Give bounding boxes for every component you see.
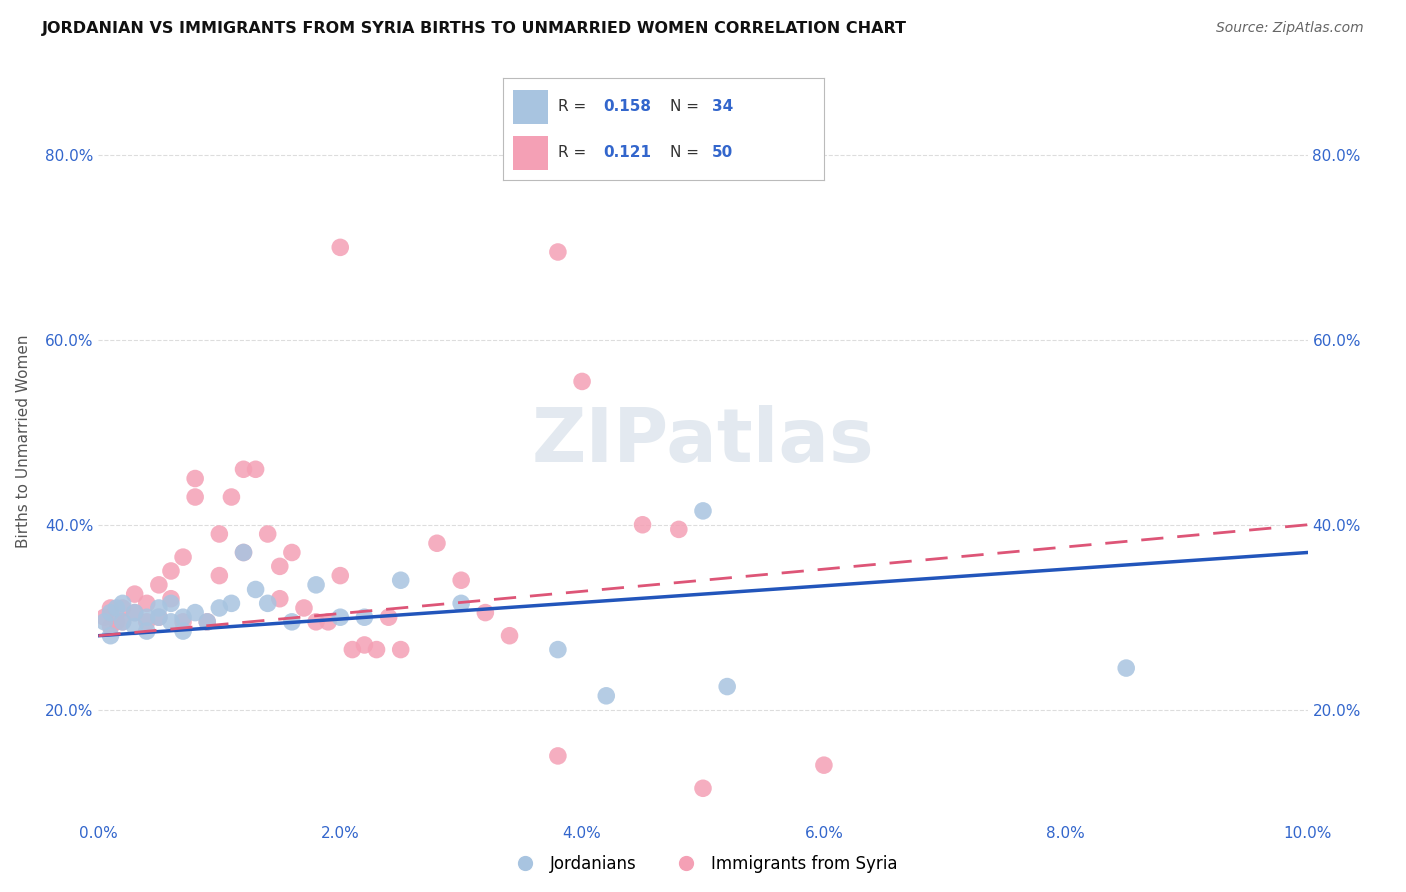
Point xyxy=(232,545,254,559)
Point xyxy=(172,615,194,629)
Point xyxy=(148,578,170,592)
Point xyxy=(148,610,170,624)
Point xyxy=(305,615,328,629)
Point xyxy=(426,536,449,550)
Point xyxy=(172,610,194,624)
Point xyxy=(353,638,375,652)
Point xyxy=(377,610,399,624)
Point xyxy=(135,610,157,624)
Point xyxy=(450,573,472,587)
Point xyxy=(292,601,315,615)
Point xyxy=(184,606,207,620)
Point xyxy=(256,596,278,610)
Point xyxy=(245,582,267,597)
Point xyxy=(221,596,243,610)
Text: JORDANIAN VS IMMIGRANTS FROM SYRIA BIRTHS TO UNMARRIED WOMEN CORRELATION CHART: JORDANIAN VS IMMIGRANTS FROM SYRIA BIRTH… xyxy=(42,21,907,36)
Point xyxy=(111,615,134,629)
Point xyxy=(100,606,122,620)
Point xyxy=(135,615,157,629)
Point xyxy=(547,642,569,657)
Point xyxy=(329,610,352,624)
Point xyxy=(195,615,218,629)
Point xyxy=(184,490,207,504)
Point xyxy=(100,601,122,615)
Point xyxy=(342,642,364,657)
Point xyxy=(366,642,388,657)
Point xyxy=(281,545,304,559)
Point xyxy=(232,462,254,476)
Point xyxy=(232,545,254,559)
Point xyxy=(148,610,170,624)
Point xyxy=(474,606,496,620)
Point xyxy=(124,606,146,620)
Point xyxy=(184,471,207,485)
Y-axis label: Births to Unmarried Women: Births to Unmarried Women xyxy=(17,334,31,549)
Point xyxy=(329,240,352,254)
Point xyxy=(450,596,472,610)
Point xyxy=(245,462,267,476)
Point xyxy=(160,591,183,606)
Point xyxy=(595,689,617,703)
Point xyxy=(160,564,183,578)
Point xyxy=(105,601,128,615)
Point xyxy=(389,642,412,657)
Point xyxy=(93,615,115,629)
Point xyxy=(256,527,278,541)
Point xyxy=(111,596,134,610)
Point xyxy=(389,573,412,587)
Point xyxy=(100,629,122,643)
Point xyxy=(124,587,146,601)
Point xyxy=(668,522,690,536)
Point xyxy=(269,559,291,574)
Point xyxy=(631,517,654,532)
Point xyxy=(208,568,231,582)
Point xyxy=(281,615,304,629)
Point xyxy=(353,610,375,624)
Point xyxy=(498,629,520,643)
Point xyxy=(813,758,835,772)
Legend: Jordanians, Immigrants from Syria: Jordanians, Immigrants from Syria xyxy=(502,848,904,880)
Point xyxy=(1115,661,1137,675)
Point xyxy=(716,680,738,694)
Point xyxy=(160,615,183,629)
Point xyxy=(208,601,231,615)
Point xyxy=(547,244,569,259)
Point xyxy=(148,601,170,615)
Text: Source: ZipAtlas.com: Source: ZipAtlas.com xyxy=(1216,21,1364,35)
Point xyxy=(221,490,243,504)
Point xyxy=(571,375,593,389)
Point xyxy=(172,624,194,639)
Point xyxy=(692,781,714,796)
Point xyxy=(305,578,328,592)
Point xyxy=(269,591,291,606)
Point xyxy=(208,527,231,541)
Point xyxy=(547,748,569,763)
Point xyxy=(195,615,218,629)
Text: ZIPatlas: ZIPatlas xyxy=(531,405,875,478)
Point xyxy=(93,610,115,624)
Point xyxy=(329,568,352,582)
Point xyxy=(692,504,714,518)
Point xyxy=(135,596,157,610)
Point xyxy=(124,619,146,633)
Point xyxy=(172,550,194,565)
Point xyxy=(316,615,339,629)
Point xyxy=(105,615,128,629)
Point xyxy=(135,624,157,639)
Point xyxy=(100,619,122,633)
Point xyxy=(111,601,134,615)
Point xyxy=(111,615,134,629)
Point xyxy=(160,596,183,610)
Point xyxy=(124,606,146,620)
